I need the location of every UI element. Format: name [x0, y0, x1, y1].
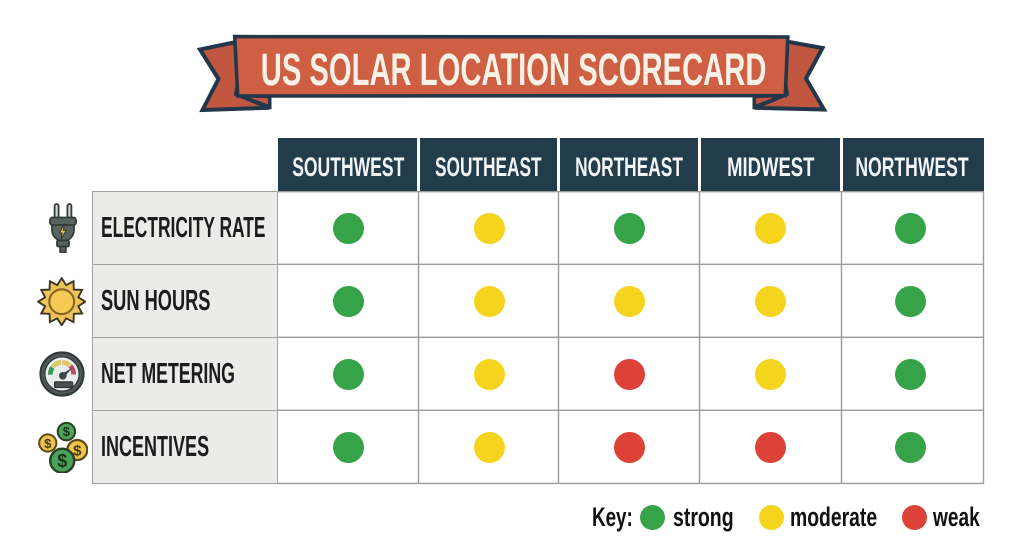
svg-text:$: $ — [63, 424, 71, 439]
svg-text:$: $ — [44, 436, 52, 451]
svg-text:$: $ — [73, 442, 82, 459]
svg-text:$: $ — [57, 451, 67, 471]
